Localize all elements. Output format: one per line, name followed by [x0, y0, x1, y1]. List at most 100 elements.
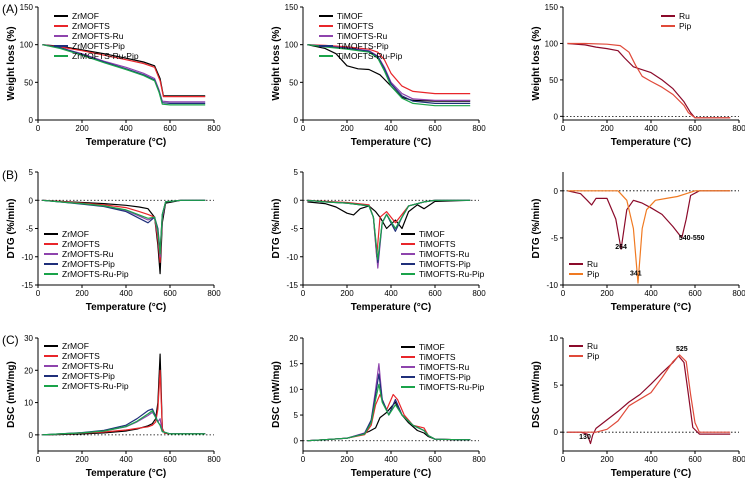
legend-label: ZrMOFTS: [62, 351, 100, 361]
x-tick-label: 800: [207, 124, 221, 133]
y-tick-label: 50: [549, 76, 558, 85]
x-tick-label: 800: [732, 124, 745, 133]
chart-A2: 0 200 400 600 800 0 50 100 150 Weight loss (%) Tem…: [271, 3, 486, 148]
x-tick-label: 600: [428, 289, 442, 298]
series-timofts-ru-pip: [307, 44, 471, 107]
legend: ZrMOFZrMOFTSZrMOFTS-RuZrMOFTS-PipZrMOFTS…: [44, 341, 129, 391]
legend-label: TiMOFTS-Ru-Pip: [419, 269, 485, 279]
x-axis-title: Temperature (°C): [611, 468, 692, 479]
x-tick-label: 400: [119, 289, 133, 298]
legend-label: TiMOFTS: [419, 239, 456, 249]
x-tick-label: 0: [36, 124, 41, 133]
x-tick-label: 600: [428, 124, 442, 133]
legend-label: TiMOFTS-Pip: [419, 372, 471, 382]
y-tick-label: 10: [549, 334, 558, 343]
x-axis-title: Temperature (°C): [351, 137, 432, 148]
y-tick-label: -15: [286, 281, 298, 290]
y-tick-label: -5: [26, 225, 34, 234]
y-axis-title: Weight loss (%): [6, 26, 17, 100]
y-axis-title: DSC (mW/mg): [6, 361, 17, 428]
y-tick-label: 30: [24, 334, 33, 343]
x-tick-label: 200: [600, 455, 614, 464]
y-tick-label: 0: [29, 431, 34, 440]
legend-label: ZrMOFTS-Pip: [62, 371, 115, 381]
y-tick-label: 5: [294, 411, 299, 420]
legend: ZrMOFZrMOFTSZrMOFTS-RuZrMOFTS-PipZrMOFTS…: [44, 229, 129, 279]
chart-A1: 0 200 400 600 800 0 50 100 150 Weight loss (%) Tem…: [6, 3, 221, 148]
peak-annotation: 130: [579, 434, 591, 441]
y-tick-label: 5: [554, 381, 559, 390]
series-pip: [567, 42, 731, 119]
x-tick-label: 600: [163, 289, 177, 298]
x-tick-label: 200: [600, 289, 614, 298]
series-zrmofts-ru-pip: [42, 44, 206, 106]
y-axis-title: DSC (mW/mg): [271, 361, 282, 428]
x-axis-title: Temperature (°C): [611, 137, 692, 148]
series-zrmof: [42, 44, 206, 97]
chart-C1: 0 200 400 600 800 0 10 20 30 DSC (mW/mg) Temperatu…: [6, 334, 221, 479]
y-tick-label: 0: [29, 116, 34, 125]
legend-label: ZrMOFTS-Ru-Pip: [72, 51, 139, 61]
x-tick-label: 400: [384, 455, 398, 464]
legend-label: Ru: [587, 341, 598, 351]
x-tick-label: 200: [600, 124, 614, 133]
series-zrmofts: [42, 44, 206, 98]
chart-B3: 0 200 400 600 800 -10 -5 0 DTG (%/min) Temperatur…: [531, 172, 745, 313]
y-tick-label: 150: [545, 3, 559, 12]
x-tick-label: 200: [340, 124, 354, 133]
legend-label: Pip: [587, 269, 600, 279]
x-tick-label: 0: [301, 124, 306, 133]
legend-label: TiMOFTS-Ru: [419, 362, 469, 372]
legend-label: ZrMOFTS-Pip: [62, 259, 115, 269]
x-tick-label: 0: [561, 455, 566, 464]
chart-C3: 0 200 400 600 800 0 5 10 DSC (mW/mg) Temperature …: [531, 334, 745, 479]
legend-label: ZrMOFTS-Pip: [72, 41, 125, 51]
row-label-b: (B): [2, 168, 18, 182]
y-tick-label: -10: [286, 253, 298, 262]
x-tick-label: 600: [163, 455, 177, 464]
x-tick-label: 400: [384, 289, 398, 298]
y-tick-label: 0: [554, 112, 559, 121]
legend-label: TiMOF: [337, 11, 363, 21]
chart-C2: 0 200 400 600 800 0 5 10 15 20 DSC (mW/mg) Temperat…: [271, 334, 486, 479]
x-tick-label: 200: [340, 289, 354, 298]
legend: TiMOFTiMOFTSTiMOFTS-RuTiMOFTS-PipTiMOFTS…: [401, 229, 485, 279]
legend-label: TiMOFTS-Pip: [419, 259, 471, 269]
legend: TiMOFTiMOFTSTiMOFTS-RuTiMOFTS-PipTiMOFTS…: [401, 342, 485, 392]
legend-label: ZrMOFTS: [62, 239, 100, 249]
legend-label: Ru: [679, 11, 690, 21]
x-tick-label: 800: [472, 124, 486, 133]
x-tick-label: 800: [732, 289, 745, 298]
y-tick-label: -5: [291, 225, 299, 234]
x-tick-label: 200: [340, 455, 354, 464]
peak-annotation: 525: [676, 346, 688, 353]
x-tick-label: 0: [301, 455, 306, 464]
chart-B1: 0 200 400 600 800 -15 -10 -5 0 5 DTG (%/min) Temper…: [6, 168, 221, 313]
y-axis-title: DTG (%/min): [6, 199, 17, 259]
y-tick-label: 0: [554, 187, 559, 196]
peak-annotation: 341: [630, 271, 642, 278]
legend: TiMOFTiMOFTSTiMOFTS-RuTiMOFTS-PipTiMOFTS…: [319, 11, 403, 61]
x-tick-label: 0: [36, 455, 41, 464]
series-timofts-pip: [307, 44, 471, 105]
legend-label: TiMOFTS-Ru-Pip: [337, 51, 403, 61]
legend-label: ZrMOFTS-Ru: [72, 31, 124, 41]
series-zrmofts-ru: [42, 44, 206, 103]
x-tick-label: 600: [688, 455, 702, 464]
x-axis-title: Temperature (°C): [351, 468, 432, 479]
x-axis-title: Temperature (°C): [351, 302, 432, 313]
row-label-a: (A): [2, 2, 18, 16]
y-tick-label: 10: [289, 385, 298, 394]
series-timofts: [307, 393, 471, 442]
x-tick-label: 800: [732, 455, 745, 464]
row-label-c: (C): [2, 333, 19, 347]
x-tick-label: 400: [119, 124, 133, 133]
x-tick-label: 0: [301, 289, 306, 298]
legend-label: TiMOF: [419, 342, 445, 352]
y-axis-title: DTG (%/min): [271, 199, 282, 259]
x-axis-title: Temperature (°C): [86, 302, 167, 313]
